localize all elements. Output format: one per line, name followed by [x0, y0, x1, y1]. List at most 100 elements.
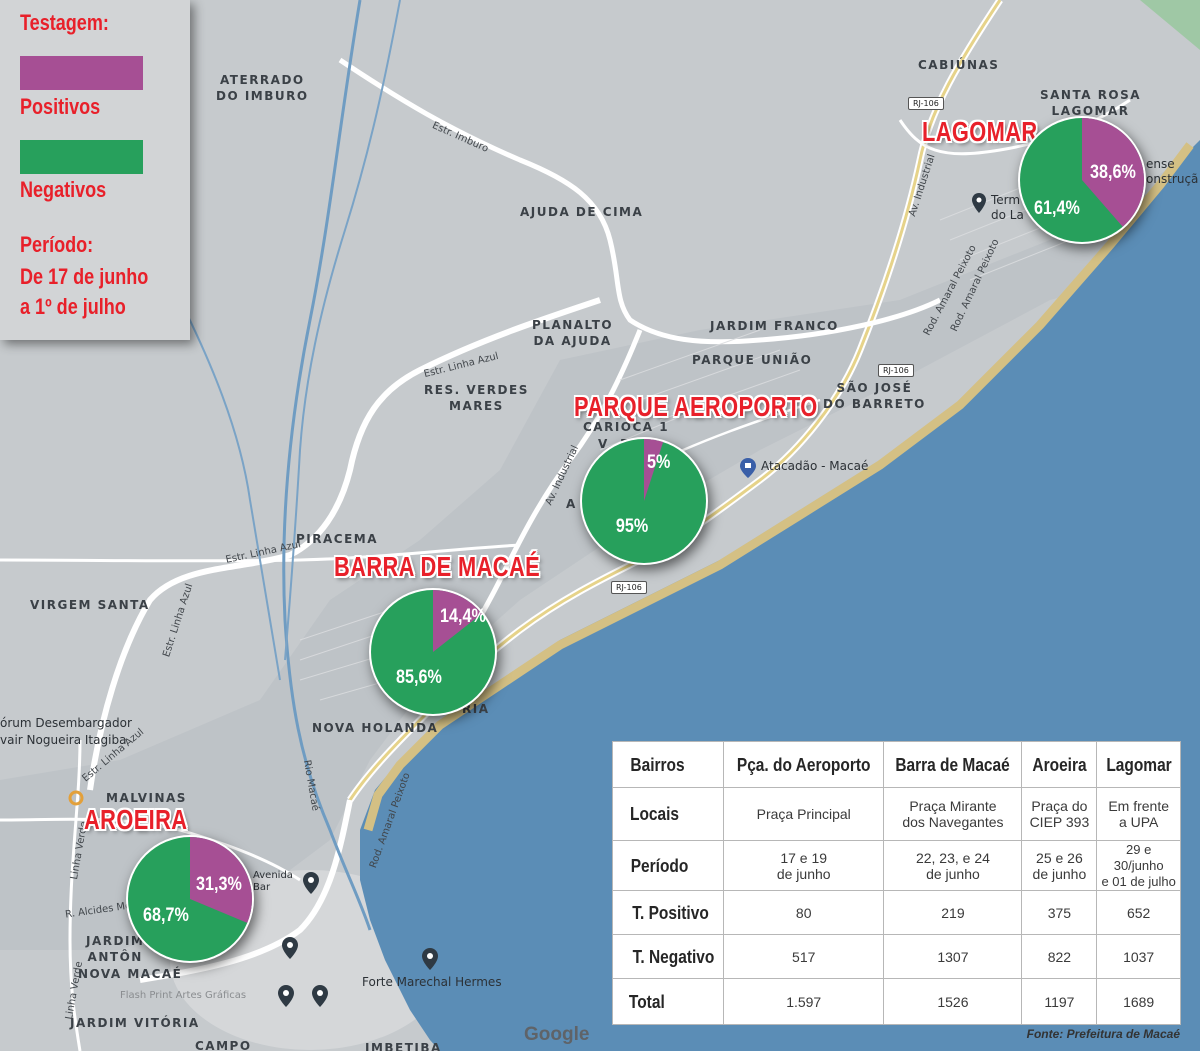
flash-label: Flash Print Artes Gráficas: [120, 990, 247, 1001]
region-label-aroeira: AROEIRA: [84, 804, 188, 835]
place-aterrado-do-imburo: ATERRADO DO IMBURO: [216, 73, 309, 103]
cell: 22, 23, e 24 de junho: [883, 840, 1023, 891]
google-logo[interactable]: Google: [524, 1024, 590, 1045]
pie-slice-positive: [190, 837, 252, 923]
cell: 1689: [1096, 978, 1181, 1025]
legend-period-line2: De 17 de junho: [20, 264, 149, 289]
legend-negative-label: Negativos: [20, 177, 107, 202]
header-aeroporto: Pça. do Aeroporto: [723, 741, 885, 788]
legend-period-line3: a 1º de julho: [20, 294, 126, 319]
cell: Praça do CIEP 393: [1021, 787, 1098, 841]
place-campo: CAMPO: [195, 1039, 252, 1051]
roundabout-icon: [68, 790, 84, 806]
place-sao-jose-do-barreto: SÃO JOSÉ DO BARRETO: [823, 381, 926, 411]
row-label-positivo: T. Positivo: [611, 890, 725, 935]
pie-barra-negative-label: 85,6%: [396, 667, 442, 688]
cell: 1197: [1021, 978, 1098, 1025]
pie-chart-barra-de-macae: [369, 588, 497, 716]
map-pin-icon[interactable]: [972, 193, 986, 213]
table-header-row: Bairros Pça. do Aeroporto Barra de Macaé…: [611, 741, 1181, 788]
header-bairros: Bairros: [611, 741, 725, 788]
table-row: Total 1.597 1526 1197 1689: [611, 978, 1181, 1025]
place-ria: RIA: [462, 702, 490, 716]
map-pin-icon[interactable]: [312, 985, 328, 1007]
place-parque-uniao: PARQUE UNIÃO: [692, 353, 813, 367]
region-label-lagomar: LAGOMAR: [922, 116, 1038, 147]
table-row: T. Negativo 517 1307 822 1037: [611, 934, 1181, 979]
legend-positive-swatch: [20, 56, 143, 90]
cell: 17 e 19 de junho: [723, 840, 885, 891]
place-piracema: PIRACEMA: [296, 532, 379, 546]
avenida-label: Avenida Bar: [253, 870, 293, 893]
region-label-parque-aeroporto: PARQUE AEROPORTO: [574, 391, 818, 422]
map-pin-icon[interactable]: [278, 985, 294, 1007]
row-label-total: Total: [611, 978, 725, 1025]
rj106-shield-1: RJ-106: [908, 97, 944, 110]
pie-lagomar-negative-label: 61,4%: [1034, 198, 1080, 219]
place-planalto-da-ajuda: PLANALTO DA AJUDA: [532, 318, 614, 348]
table-row: Locais Praça Principal Praça Mirante dos…: [611, 787, 1181, 841]
map-pin-icon[interactable]: [422, 948, 438, 970]
cell: 517: [723, 934, 885, 979]
legend-positive-label: Positivos: [20, 94, 101, 119]
cell: 375: [1021, 890, 1098, 935]
header-barra: Barra de Macaé: [883, 741, 1023, 788]
place-res-verdes-mares: RES. VERDES MARES: [424, 383, 529, 413]
row-label-periodo: Período: [611, 840, 725, 891]
pie-slice-positive: [1082, 118, 1144, 227]
legend-panel: Testagem: Positivos Negativos Período: D…: [0, 0, 190, 340]
pie-lagomar-positive-label: 38,6%: [1090, 162, 1136, 183]
pie-aroeira-negative-label: 68,7%: [143, 905, 189, 926]
forte-label: Forte Marechal Hermes: [362, 975, 502, 989]
place-nova-macae: NOVA MACAÉ: [78, 967, 183, 981]
legend-title: Testagem:: [20, 10, 109, 35]
table-row: Período 17 e 19 de junho 22, 23, e 24 de…: [611, 840, 1181, 891]
shopping-pin-icon[interactable]: [740, 458, 756, 478]
atacadao-label: Atacadão - Macaé: [761, 459, 869, 473]
cell: 219: [883, 890, 1023, 935]
construcao-label: ense onstruçã: [1146, 157, 1199, 186]
place-carioca: CARIOCA 1: [583, 420, 670, 434]
place-cabiunas: CABIÚNAS: [918, 58, 1000, 72]
place-santa-rosa-lagomar: SANTA ROSA LAGOMAR: [1040, 88, 1142, 118]
place-ajuda-de-cima: AJUDA DE CIMA: [520, 205, 644, 219]
cell: 1.597: [723, 978, 885, 1025]
testing-table: Bairros Pça. do Aeroporto Barra de Macaé…: [611, 741, 1181, 1025]
place-virgem-santa: VIRGEM SANTA: [30, 598, 150, 612]
cell: Praça Principal: [723, 787, 885, 841]
cell: 29 e 30/junho e 01 de julho: [1096, 840, 1181, 891]
forum-label: órum Desembargador vair Nogueira Itagiba: [0, 716, 132, 747]
cell: 1307: [883, 934, 1023, 979]
cell: 1526: [883, 978, 1023, 1025]
legend-period-line1: Período:: [20, 232, 94, 257]
cell: 822: [1021, 934, 1098, 979]
cell: 1037: [1096, 934, 1181, 979]
place-a-small: A: [566, 497, 577, 511]
cell: Em frente a UPA: [1096, 787, 1181, 841]
pie-aeroporto-positive-label: 5%: [647, 452, 671, 473]
source-credit: Fonte: Prefeitura de Macaé: [1026, 1027, 1180, 1041]
terminal-label: Term do La: [991, 193, 1024, 222]
pie-slice-positive: [433, 590, 482, 652]
place-jardim-franco: JARDIM FRANCO: [710, 319, 839, 333]
row-label-locais: Locais: [611, 787, 725, 841]
place-jardim-antonio: JARDIM ANTÔN: [86, 934, 145, 964]
header-lagomar: Lagomar: [1096, 741, 1181, 788]
map-pin-icon[interactable]: [282, 937, 298, 959]
cell: 652: [1096, 890, 1181, 935]
pie-chart-parque-aeroporto: [580, 437, 708, 565]
rj106-shield-2: RJ-106: [878, 364, 914, 377]
pie-aroeira-positive-label: 31,3%: [196, 874, 242, 895]
rj106-shield-3: RJ-106: [611, 581, 647, 594]
place-malvinas: MALVINAS: [106, 791, 187, 805]
pie-slice-positive: [644, 439, 664, 501]
place-imbetiba: IMBETIBA: [365, 1041, 442, 1051]
map-pin-icon[interactable]: [303, 872, 319, 894]
legend-negative-swatch: [20, 140, 143, 174]
pie-chart-aroeira: [126, 835, 254, 963]
cell: 80: [723, 890, 885, 935]
place-jardim-vitoria: JARDIM VITÓRIA: [70, 1016, 200, 1030]
cell: 25 e 26 de junho: [1021, 840, 1098, 891]
pie-chart-lagomar: [1018, 116, 1146, 244]
